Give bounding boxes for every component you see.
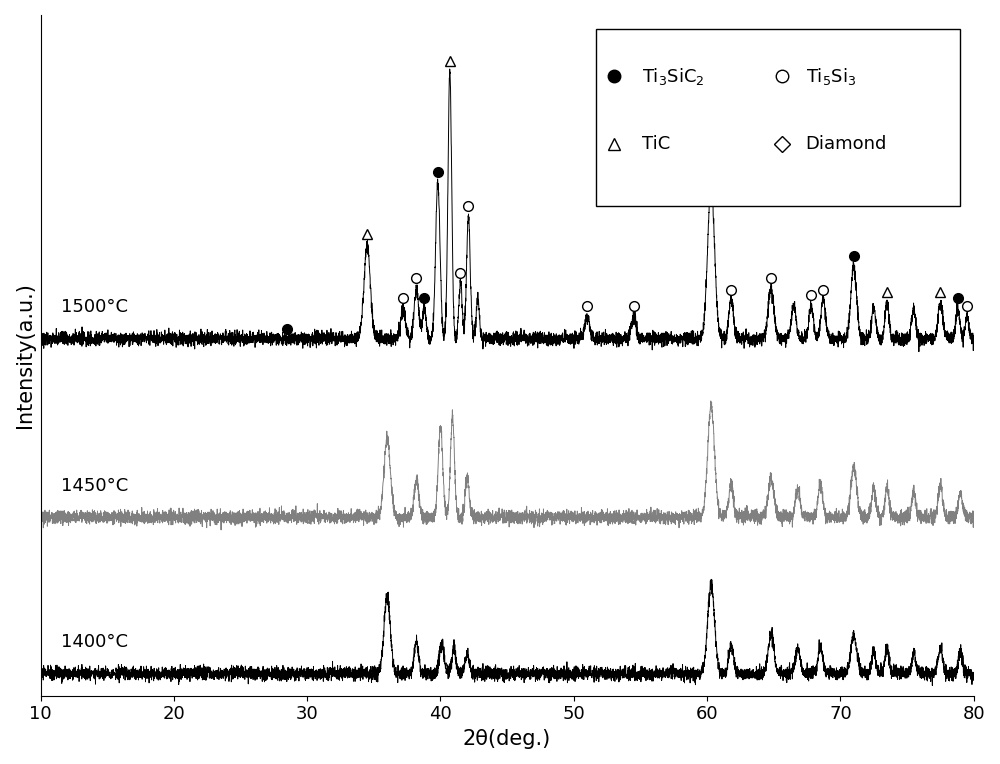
Text: 1450°C: 1450°C [61,477,128,495]
Text: TiC: TiC [642,135,671,154]
Text: 1400°C: 1400°C [61,633,128,651]
Y-axis label: Intensity(a.u.): Intensity(a.u.) [15,283,35,429]
Text: Ti$_5$Si$_3$: Ti$_5$Si$_3$ [806,66,856,87]
Text: Diamond: Diamond [806,135,887,154]
X-axis label: 2θ(deg.): 2θ(deg.) [463,729,551,749]
Bar [596,28,960,206]
Text: Ti$_3$SiC$_2$: Ti$_3$SiC$_2$ [642,66,705,87]
Text: 1500°C: 1500°C [61,298,128,316]
